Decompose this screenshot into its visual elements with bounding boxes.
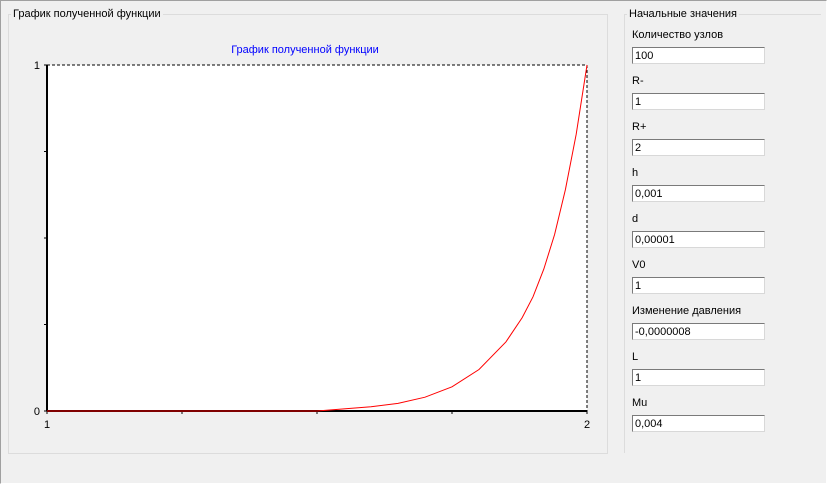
pressure-change-input[interactable] <box>632 323 765 340</box>
plot-background <box>47 65 587 411</box>
y-tick-label: 1 <box>34 60 40 72</box>
param-label-l: L <box>632 351 639 363</box>
param-label-v0: V0 <box>632 259 646 271</box>
param-label-h: h <box>632 167 639 179</box>
series-line <box>47 64 588 412</box>
param-label-pressure-change: Изменение давления <box>632 305 742 317</box>
l-input[interactable] <box>632 369 765 386</box>
chart-axes <box>46 64 588 412</box>
v0-input[interactable] <box>632 277 765 294</box>
h-input[interactable] <box>632 185 765 202</box>
params-groupbox: Начальные значения <box>624 7 821 453</box>
param-label-nodes: Количество узлов <box>632 29 724 41</box>
param-label-r-minus: R- <box>632 75 644 87</box>
chart-title: График полученной функции <box>231 44 379 56</box>
chart-svg: График полученной функции 1 201 <box>34 44 590 431</box>
y-tick-label: 0 <box>34 406 40 418</box>
chart-series <box>47 64 588 412</box>
param-label-mu: Mu <box>632 397 648 409</box>
nodes-count-input[interactable] <box>632 47 765 64</box>
chart-group-title: График полученной функции <box>11 7 163 21</box>
x-tick-label: 2 <box>584 419 590 431</box>
x-tick-label: 1 <box>44 419 50 431</box>
chart-groupbox: График полученной функции <box>8 7 608 454</box>
param-label-d: d <box>632 213 639 225</box>
params-group-title: Начальные значения <box>627 7 739 21</box>
param-label-r-plus: R+ <box>632 121 647 133</box>
d-input[interactable] <box>632 231 765 248</box>
r-minus-input[interactable] <box>632 93 765 110</box>
mu-input[interactable] <box>632 415 765 432</box>
r-plus-input[interactable] <box>632 139 765 156</box>
